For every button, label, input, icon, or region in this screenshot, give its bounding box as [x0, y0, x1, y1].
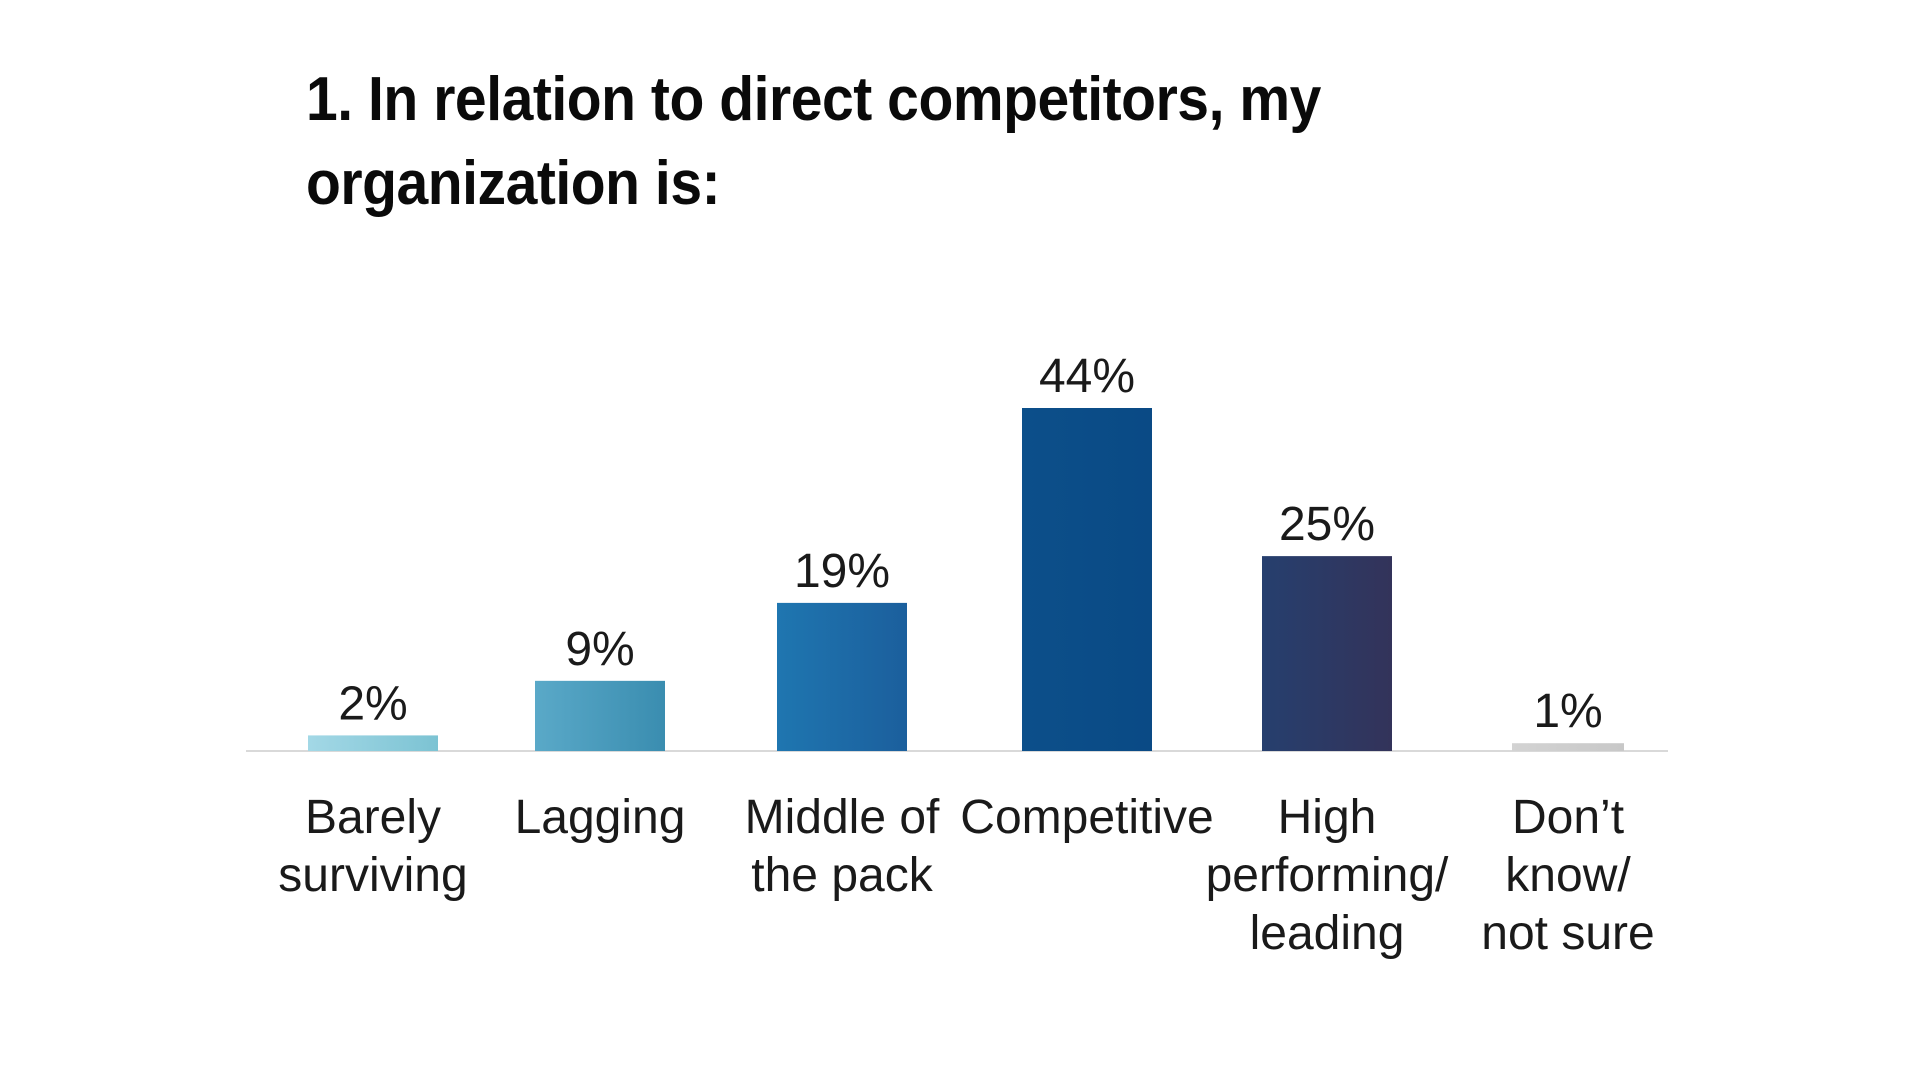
category-label-4-line-0: High	[1278, 791, 1377, 844]
category-label-1: Lagging	[515, 791, 686, 844]
category-label-3-line-0: Competitive	[960, 791, 1213, 844]
category-label-5-line-1: know/	[1505, 849, 1631, 902]
value-label-4: 25%	[1279, 498, 1375, 551]
value-label-5: 1%	[1533, 685, 1602, 738]
value-labels-group: 2% 9% 19% 44% 25% 1%	[338, 350, 1602, 738]
bar-1	[535, 680, 665, 751]
category-label-0: Barely surviving	[278, 791, 467, 902]
category-label-5: Don’t know/not sure	[1481, 791, 1654, 960]
category-label-5-line-2: not sure	[1481, 907, 1654, 960]
category-label-3: Competitive	[960, 791, 1213, 844]
value-label-3: 44%	[1039, 350, 1135, 403]
bar-3	[1022, 408, 1152, 751]
category-label-0-line-0: Barely	[305, 791, 441, 844]
category-label-4-line-1: performing/	[1206, 849, 1449, 902]
category-label-5-line-0: Don’t	[1512, 791, 1624, 844]
value-label-0: 2%	[338, 677, 407, 730]
category-label-4: High performing/leading	[1206, 791, 1449, 960]
chart-title: 1. In relation to direct competitors, my…	[306, 65, 1321, 218]
category-label-4-line-2: leading	[1250, 907, 1405, 960]
category-label-2-line-1: the pack	[751, 849, 933, 902]
category-label-2: Middle of the pack	[745, 791, 940, 902]
category-labels-group: Barely surviving Lagging Middle of the pack C…	[278, 791, 1654, 960]
bar-5	[1512, 743, 1624, 751]
bars-group	[308, 408, 1624, 751]
value-label-2: 19%	[794, 545, 890, 598]
bar-4	[1262, 556, 1392, 751]
category-label-1-line-0: Lagging	[515, 791, 686, 844]
category-label-0-line-1: surviving	[278, 849, 467, 902]
category-label-2-line-0: Middle of	[745, 791, 940, 844]
bar-2	[777, 602, 907, 751]
value-label-1: 9%	[565, 623, 634, 676]
bar-0	[308, 735, 438, 751]
